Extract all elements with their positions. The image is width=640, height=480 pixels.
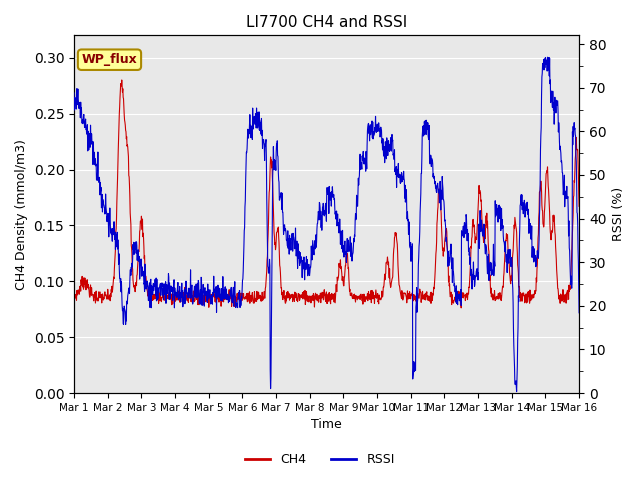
Title: LI7700 CH4 and RSSI: LI7700 CH4 and RSSI [246,15,407,30]
X-axis label: Time: Time [311,419,342,432]
Y-axis label: RSSI (%): RSSI (%) [612,187,625,241]
Legend: CH4, RSSI: CH4, RSSI [240,448,400,471]
Text: WP_flux: WP_flux [82,53,138,66]
Y-axis label: CH4 Density (mmol/m3): CH4 Density (mmol/m3) [15,139,28,289]
